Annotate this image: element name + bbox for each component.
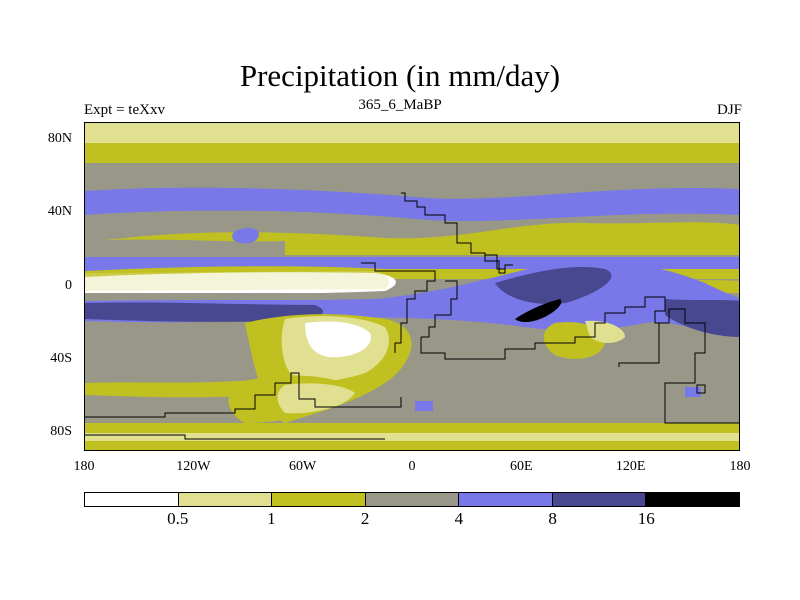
band-north-blue <box>85 187 739 222</box>
colorbar-swatch <box>552 493 647 506</box>
patch-blue-sw <box>415 401 433 411</box>
season-label: DJF <box>716 102 742 118</box>
x-tick-label: 120E <box>615 459 646 474</box>
band-subtrop-gray <box>85 239 285 255</box>
x-tick-label: 60W <box>289 459 317 474</box>
coastline-nafrica <box>401 192 513 274</box>
y-tick-label: 0 <box>65 277 72 293</box>
colorbar-level-label: 1 <box>267 509 276 528</box>
center-label: 365_6_MaBP <box>358 97 442 113</box>
colorbar-swatch <box>459 493 553 506</box>
colorbar <box>84 492 740 507</box>
x-tick-label: 180 <box>73 459 95 474</box>
colorbar-level-label: 2 <box>360 509 370 528</box>
colorbar-level-label: 16 <box>637 509 655 528</box>
x-tick-label: 180 <box>729 459 751 474</box>
coastline-southcenter <box>420 296 666 367</box>
y-tick-label: 80S <box>50 423 72 439</box>
sh-southern-ly <box>277 383 355 414</box>
coastline-nw <box>485 254 505 270</box>
y-tick-label: 40N <box>47 204 72 220</box>
colorbar-swatch <box>178 493 273 506</box>
coastline-east <box>659 308 739 424</box>
colorbar-level-label: 8 <box>548 509 557 528</box>
band-sh-darkblue-east <box>665 299 739 337</box>
y-tick-label: 40S <box>50 350 72 366</box>
colorbar-swatch <box>272 493 366 506</box>
colorbar-swatch <box>85 493 179 506</box>
colorbar-level-label: 4 <box>454 509 464 528</box>
x-tick-label: 0 <box>408 459 416 474</box>
y-tick-label: 80N <box>47 131 72 147</box>
band-eq-lightyellow <box>85 271 390 291</box>
blob-north-blue-left <box>232 228 259 244</box>
band-south-olive2 <box>85 441 739 450</box>
band-sh-darkblue-center <box>495 266 612 305</box>
map-svg <box>85 123 739 450</box>
band-sh-darkblue-left <box>85 302 324 322</box>
colorbar-swatch <box>365 493 460 506</box>
coastline-island <box>696 384 706 394</box>
black-max <box>515 299 562 322</box>
sh-white-patch <box>305 321 371 358</box>
patch-blue-se <box>685 387 701 397</box>
coastline-west <box>361 262 436 353</box>
experiment-label: Expt = teXxv <box>84 102 165 118</box>
band-polar-north <box>85 123 739 143</box>
precipitation-map <box>84 122 740 451</box>
coastline-south <box>85 434 385 440</box>
x-tick-label: 60E <box>510 459 533 474</box>
colorbar-level-label: 0.5 <box>167 509 189 528</box>
coastline-sw <box>85 372 402 418</box>
chart-title: Precipitation (in mm/day) <box>239 58 561 93</box>
band-north-olive <box>85 143 739 163</box>
band-eq-white <box>85 272 396 295</box>
sh-west-olive <box>85 379 265 398</box>
colorbar-swatch <box>646 493 740 506</box>
coastline-center <box>421 280 458 338</box>
x-tick-label: 120W <box>176 459 211 474</box>
